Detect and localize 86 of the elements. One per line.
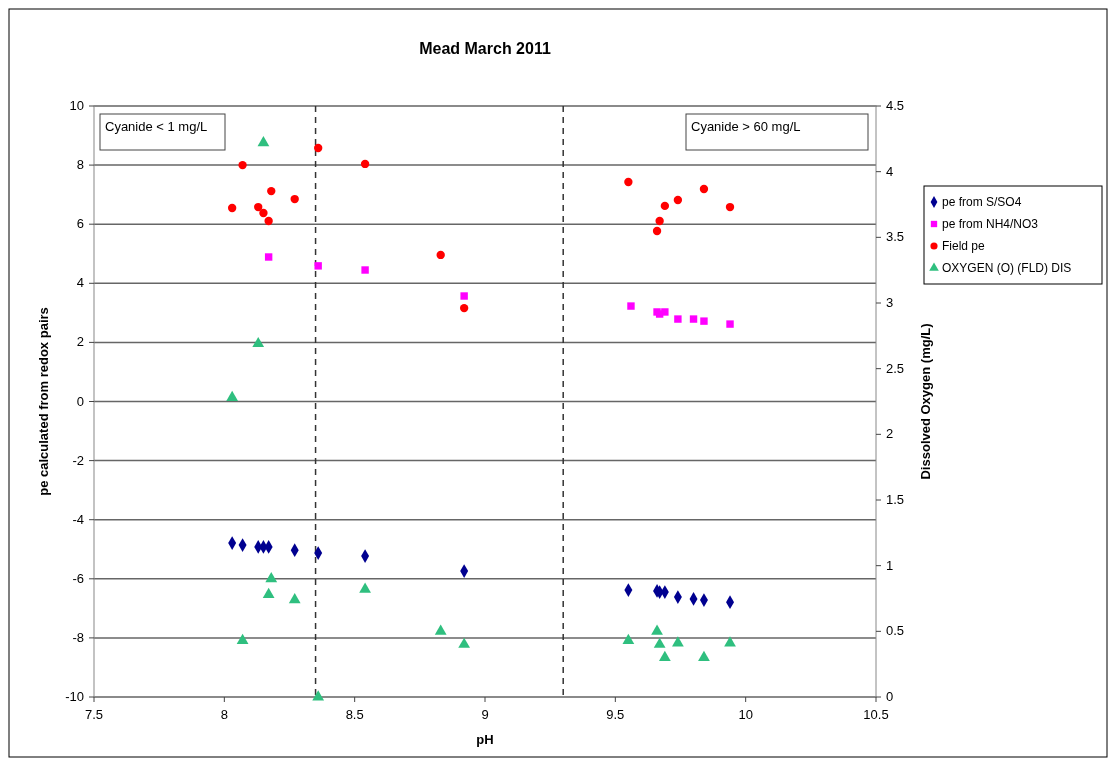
legend-label: OXYGEN (O) (FLD) DIS xyxy=(942,261,1072,275)
note-box: Cyanide > 60 mg/L xyxy=(685,113,869,151)
point xyxy=(359,582,371,593)
point xyxy=(624,177,633,187)
x-tick-label: 8 xyxy=(220,707,228,722)
y-tick-label: 8 xyxy=(76,157,84,173)
y2-tick-label: 0.5 xyxy=(886,623,905,639)
x-tick-label: 8.5 xyxy=(345,707,364,722)
point xyxy=(361,266,369,274)
note-box: Cyanide < 1 mg/L xyxy=(99,113,226,151)
x-tick-label: 10 xyxy=(738,707,753,722)
x-tick-label: 7.5 xyxy=(84,707,104,722)
point xyxy=(627,302,635,310)
point xyxy=(724,636,736,647)
point xyxy=(238,160,247,170)
point xyxy=(313,143,323,153)
point xyxy=(460,292,468,300)
y-tick-label: 0 xyxy=(76,393,84,409)
point xyxy=(288,593,301,604)
point xyxy=(653,637,666,648)
point xyxy=(254,202,263,212)
point xyxy=(436,250,445,260)
x-tick-label: 9 xyxy=(481,707,489,722)
y-tick-label: 6 xyxy=(76,216,84,232)
y-tick-label: -2 xyxy=(72,452,84,468)
point xyxy=(265,572,278,583)
legend-label: pe from NH4/NO3 xyxy=(942,217,1039,231)
y-tick-label: 10 xyxy=(69,98,84,113)
point xyxy=(726,320,734,328)
point xyxy=(360,159,370,169)
point xyxy=(227,203,237,213)
point xyxy=(674,315,682,323)
point xyxy=(725,202,735,212)
x-tick-label: 10.5 xyxy=(863,707,889,722)
point xyxy=(226,390,239,401)
point xyxy=(700,317,708,325)
annotation: Cyanide < 1 mg/L xyxy=(105,119,208,134)
point xyxy=(652,226,662,236)
y-axis-title: pe calculated from redox pairs xyxy=(36,307,51,496)
y-tick-label: -8 xyxy=(72,629,84,645)
point xyxy=(673,195,683,205)
point xyxy=(458,637,471,648)
chart-title: Mead March 2011 xyxy=(419,40,551,57)
point xyxy=(252,336,265,348)
point xyxy=(660,201,670,211)
y2-tick-label: 2.5 xyxy=(886,360,905,376)
point xyxy=(658,650,671,661)
y-tick-label: -4 xyxy=(72,511,84,527)
point xyxy=(434,624,447,635)
y2-tick-label: 4.5 xyxy=(886,98,905,113)
x-tick-label: 9.5 xyxy=(606,707,625,722)
point xyxy=(672,636,684,647)
point xyxy=(661,308,669,316)
point xyxy=(689,315,698,323)
point xyxy=(259,208,268,218)
point xyxy=(267,186,276,196)
y2-axis-title: Dissolved Oxygen (mg/L) xyxy=(918,323,933,480)
y-tick-label: -10 xyxy=(65,689,84,704)
point xyxy=(264,216,273,226)
point xyxy=(655,216,664,226)
y2-tick-label: 0 xyxy=(886,689,894,704)
point xyxy=(699,184,709,194)
y2-tick-label: 3 xyxy=(886,295,894,310)
point xyxy=(262,587,275,598)
point xyxy=(257,135,270,147)
point xyxy=(459,303,469,313)
x-axis-title: pH xyxy=(476,732,494,747)
y2-tick-label: 1 xyxy=(886,557,894,573)
y-tick-label: 4 xyxy=(76,275,84,291)
point xyxy=(651,624,663,635)
point xyxy=(264,253,273,261)
point xyxy=(312,690,325,701)
y2-tick-label: 1.5 xyxy=(886,492,905,507)
legend-label: pe from S/SO4 xyxy=(942,195,1022,209)
y-tick-label: 2 xyxy=(76,334,84,350)
point xyxy=(622,633,635,644)
y-tick-label: -6 xyxy=(72,570,84,586)
point xyxy=(236,633,249,644)
point xyxy=(290,194,299,204)
y2-tick-label: 2 xyxy=(886,426,894,442)
y2-tick-label: 3.5 xyxy=(886,229,905,245)
legend-label: Field pe xyxy=(942,239,986,253)
y2-tick-label: 4 xyxy=(886,163,894,179)
annotation: Cyanide > 60 mg/L xyxy=(691,119,801,134)
point xyxy=(698,650,710,661)
point xyxy=(314,262,322,270)
